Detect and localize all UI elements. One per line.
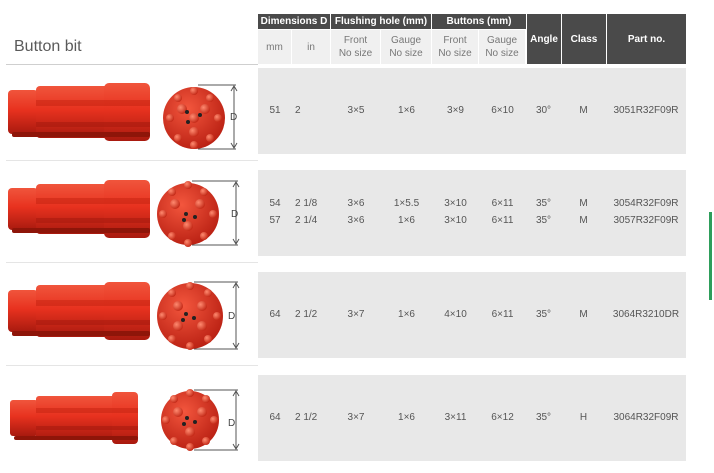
page-title: Button bit — [14, 38, 82, 55]
row-divider — [6, 262, 258, 263]
face-view — [157, 282, 223, 350]
edge-accent — [709, 212, 712, 300]
row-divider — [6, 365, 258, 366]
side-view — [8, 282, 150, 340]
cell-angle: 35° — [535, 309, 552, 320]
header-flushing: Flushing hole (mm) — [331, 14, 431, 29]
header-class: Class — [561, 14, 606, 64]
cell-flush-gauge: 1×6 — [398, 105, 415, 116]
face-view — [161, 389, 219, 451]
cell-flush-front: 3×5 — [347, 105, 365, 116]
cell-part-no: 3054R32F09R 3057R32F09R — [613, 198, 679, 226]
button-bit-image-1: D — [8, 83, 238, 150]
cell-angle: 35° — [535, 412, 552, 423]
cell-flush-front: 3×7 — [347, 412, 365, 423]
cell-button-front: 3×10 3×10 — [444, 198, 467, 226]
cell-mm: 64 — [269, 309, 281, 320]
diameter-dimension — [198, 84, 238, 150]
title-divider — [6, 64, 258, 65]
side-view — [8, 180, 150, 238]
cell-part-no: 3051R32F09R — [613, 105, 679, 116]
side-view — [8, 83, 150, 141]
cell-angle: 30° — [535, 105, 552, 116]
side-view — [10, 392, 138, 444]
dimension-label: D — [230, 112, 237, 123]
button-bit-image-2: D — [8, 180, 240, 247]
subheader-in: in — [292, 30, 331, 64]
cell-in: 2 — [295, 105, 301, 116]
cell-flush-gauge: 1×6 — [398, 309, 415, 320]
cell-button-gauge: 6×10 — [491, 105, 514, 116]
subheader-flush-front: Front No size — [331, 30, 381, 64]
cell-class: M — [579, 309, 588, 320]
header-buttons: Buttons (mm) — [432, 14, 526, 29]
diameter-dimension — [192, 180, 240, 246]
cell-button-gauge: 6×12 — [491, 412, 514, 423]
subheader-mm: mm — [258, 30, 292, 64]
subheader-button-front: Front No size — [432, 30, 479, 64]
face-view — [157, 181, 219, 247]
diameter-dimension — [194, 281, 240, 350]
cell-in: 2 1/8 2 1/4 — [295, 198, 318, 226]
header-dimensions: Dimensions D — [258, 14, 330, 29]
cell-mm: 51 — [269, 105, 281, 116]
cell-class: H — [579, 412, 588, 423]
cell-button-gauge: 6×11 6×11 — [491, 198, 514, 226]
cell-part-no: 3064R3210DR — [612, 309, 680, 320]
subheader-button-gauge: Gauge No size — [479, 30, 526, 64]
dimension-label: D — [228, 311, 235, 322]
cell-in: 2 1/2 — [295, 412, 318, 423]
table-row-bg-1 — [258, 68, 686, 154]
cell-mm: 64 — [269, 412, 281, 423]
cell-flush-front: 3×7 — [347, 309, 365, 320]
cell-button-gauge: 6×11 — [491, 309, 514, 320]
table-row-bg-4 — [258, 375, 686, 461]
header-part-no: Part no. — [606, 14, 686, 64]
cell-part-no: 3064R32F09R — [613, 412, 679, 423]
button-bit-image-4: D — [10, 389, 240, 451]
diameter-dimension — [194, 389, 240, 451]
cell-class: M — [579, 105, 588, 116]
cell-button-front: 4×10 — [444, 309, 467, 320]
cell-angle: 35° 35° — [535, 198, 552, 226]
button-bit-image-3: D — [8, 281, 240, 350]
cell-button-front: 3×11 — [444, 412, 467, 423]
cell-flush-gauge: 1×5.5 1×6 — [393, 198, 420, 226]
cell-in: 2 1/2 — [295, 309, 318, 320]
cell-mm: 54 57 — [269, 198, 281, 226]
table-row-bg-2 — [258, 170, 686, 256]
dimension-label: D — [231, 209, 238, 220]
row-divider — [6, 160, 258, 161]
cell-button-front: 3×9 — [447, 105, 464, 116]
subheader-flush-gauge: Gauge No size — [381, 30, 432, 64]
dimension-label: D — [228, 418, 235, 429]
cell-flush-gauge: 1×6 — [398, 412, 415, 423]
header-angle: Angle — [526, 14, 561, 64]
table-row-bg-3 — [258, 272, 686, 358]
face-view — [163, 87, 225, 149]
cell-flush-front: 3×6 3×6 — [347, 198, 365, 226]
